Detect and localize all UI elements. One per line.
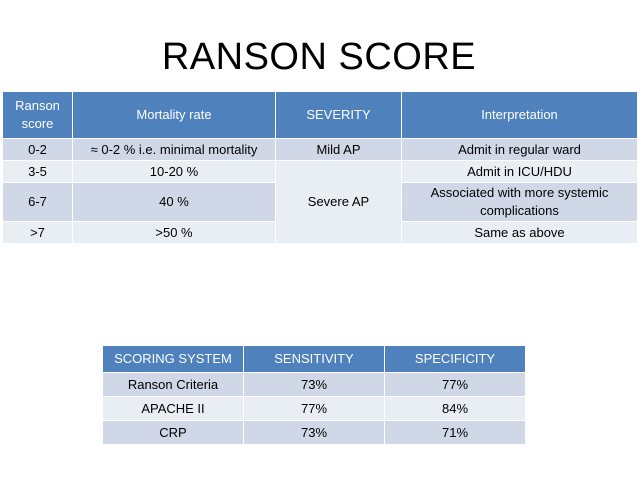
table-row: 3-5 10-20 % Severe AP Admit in ICU/HDU [2, 160, 638, 244]
cell-system: Ranson Criteria [102, 372, 244, 397]
header-interpretation: Interpretation [401, 91, 638, 139]
header-mortality-rate: Mortality rate [72, 91, 276, 139]
cell-sensitivity: 73% [243, 420, 385, 445]
header-ranson-score: Ranson score [2, 91, 73, 139]
cell-sensitivity: 77% [243, 396, 385, 421]
page-title: RANSON SCORE [161, 36, 477, 78]
header-severity: SEVERITY [275, 91, 402, 139]
table-row: APACHE II 77% 84% [102, 396, 526, 421]
cell-interpretation: Associated with more systemic complicati… [401, 182, 638, 222]
table-row: >7 >50 % Same as above [2, 221, 638, 244]
cell-score: >7 [2, 221, 73, 244]
ranson-score-table: Ranson score Mortality rate SEVERITY Int… [2, 91, 638, 244]
scoring-system-table: SCORING SYSTEM SENSITIVITY SPECIFICITY R… [102, 345, 526, 445]
table-header-row: Ranson score Mortality rate SEVERITY Int… [2, 91, 638, 139]
cell-score: 6-7 [2, 182, 73, 222]
cell-score: 0-2 [2, 138, 73, 161]
cell-interpretation: Same as above [401, 221, 638, 244]
cell-specificity: 77% [384, 372, 526, 397]
cell-sensitivity: 73% [243, 372, 385, 397]
cell-interpretation: Admit in ICU/HDU [401, 160, 638, 183]
header-specificity: SPECIFICITY [384, 345, 526, 373]
cell-system: APACHE II [102, 396, 244, 421]
table-row: 6-7 40 % Associated with more systemic c… [2, 182, 638, 222]
cell-score: 3-5 [2, 160, 73, 183]
header-sensitivity: SENSITIVITY [243, 345, 385, 373]
table-header-row: SCORING SYSTEM SENSITIVITY SPECIFICITY [102, 345, 526, 373]
table-row: CRP 73% 71% [102, 420, 526, 445]
cell-mortality: 10-20 % [72, 160, 276, 183]
cell-mortality: 40 % [72, 182, 276, 222]
cell-severity-merged: Severe AP [275, 160, 402, 244]
cell-severity: Mild AP [275, 138, 402, 161]
cell-specificity: 71% [384, 420, 526, 445]
cell-interpretation: Admit in regular ward [401, 138, 638, 161]
cell-system: CRP [102, 420, 244, 445]
table-row: Ranson Criteria 73% 77% [102, 372, 526, 397]
cell-mortality: >50 % [72, 221, 276, 244]
table-row: 0-2 ≈ 0-2 % i.e. minimal mortality Mild … [2, 138, 638, 161]
cell-mortality: ≈ 0-2 % i.e. minimal mortality [72, 138, 276, 161]
cell-specificity: 84% [384, 396, 526, 421]
header-scoring-system: SCORING SYSTEM [102, 345, 244, 373]
